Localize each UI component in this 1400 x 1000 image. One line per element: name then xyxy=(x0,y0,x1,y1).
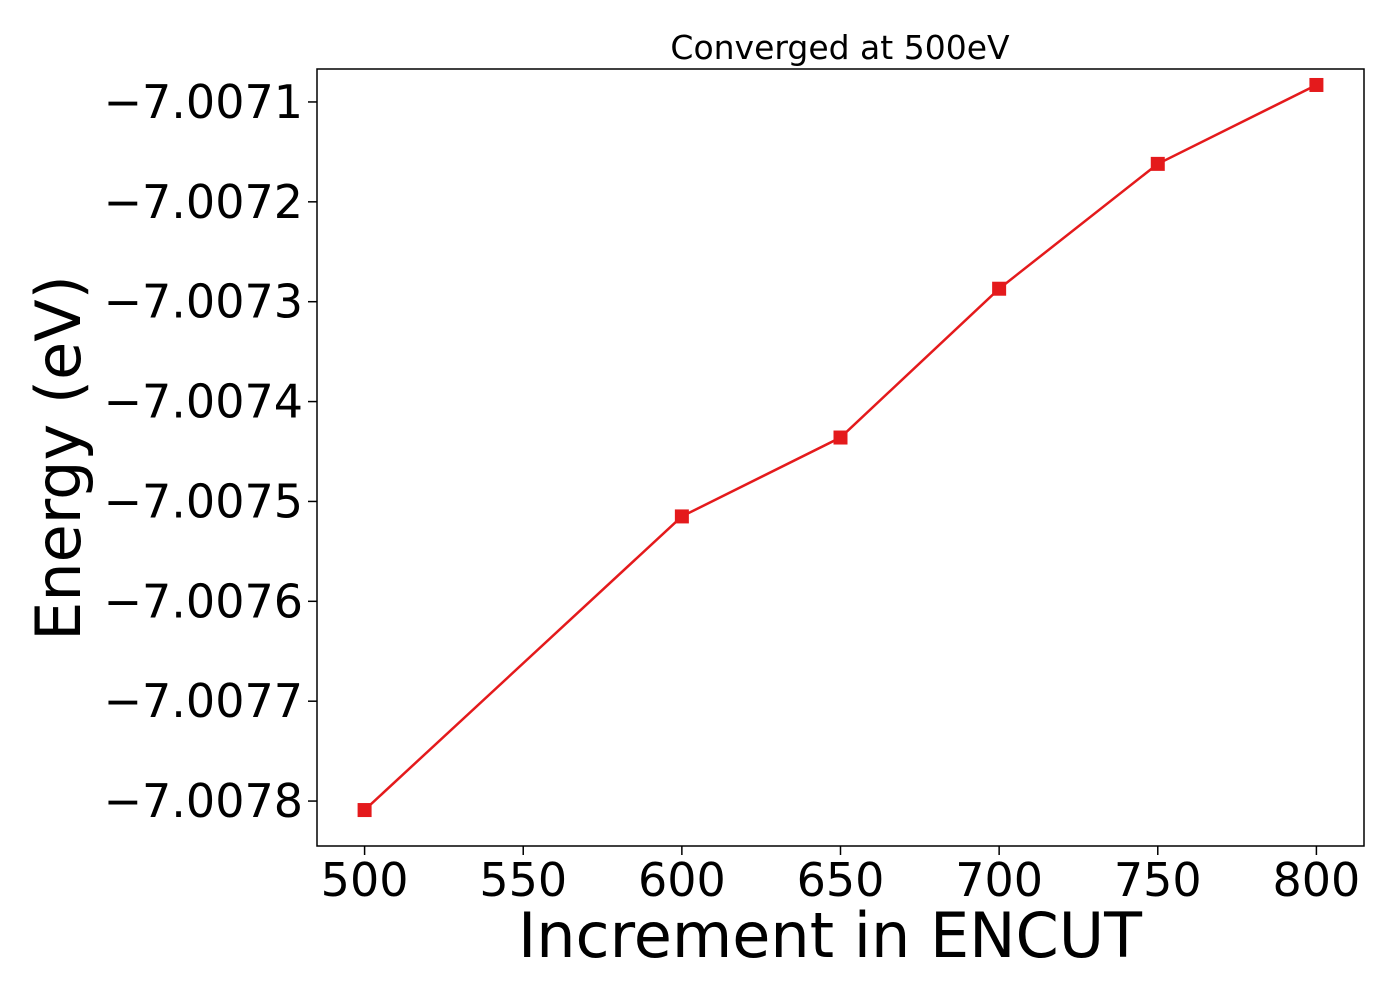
data-point-marker xyxy=(357,803,372,818)
series-layer xyxy=(357,77,1324,818)
x-tick-label: 550 xyxy=(479,853,567,907)
x-axis: 500 550 600 650 700 750 800 xyxy=(321,846,1361,907)
chart-title: Converged at 500eV xyxy=(670,28,1010,67)
data-point-marker xyxy=(674,509,689,524)
x-tick-label: 500 xyxy=(321,853,409,907)
y-axis-title: Energy (eV) xyxy=(22,275,95,641)
data-point-marker xyxy=(1309,77,1324,92)
data-point-marker xyxy=(833,430,848,445)
y-tick-label: −7.0078 xyxy=(104,774,304,828)
series-line xyxy=(363,83,1317,811)
plot-frame xyxy=(316,68,1365,847)
y-tick-label: −7.0076 xyxy=(104,574,304,628)
y-tick-label: −7.0075 xyxy=(104,474,304,528)
y-tick-label: −7.0074 xyxy=(104,375,304,429)
data-point-marker xyxy=(1150,156,1165,171)
y-tick-label: −7.0073 xyxy=(104,275,304,329)
data-point-marker xyxy=(992,281,1007,296)
x-tick-label: 650 xyxy=(797,853,885,907)
y-tick-label: −7.0077 xyxy=(104,674,304,728)
x-tick-label: 750 xyxy=(1114,853,1202,907)
x-tick-label: 800 xyxy=(1273,853,1361,907)
y-tick-label: −7.0072 xyxy=(104,175,304,229)
x-axis-title: Increment in ENCUT xyxy=(518,899,1143,972)
y-tick-label: −7.0071 xyxy=(104,75,304,129)
x-tick-label: 700 xyxy=(955,853,1043,907)
y-axis: −7.0078 −7.0077 −7.0076 −7.0075 −7.0074 −7.00… xyxy=(104,75,317,828)
x-tick-label: 600 xyxy=(638,853,726,907)
